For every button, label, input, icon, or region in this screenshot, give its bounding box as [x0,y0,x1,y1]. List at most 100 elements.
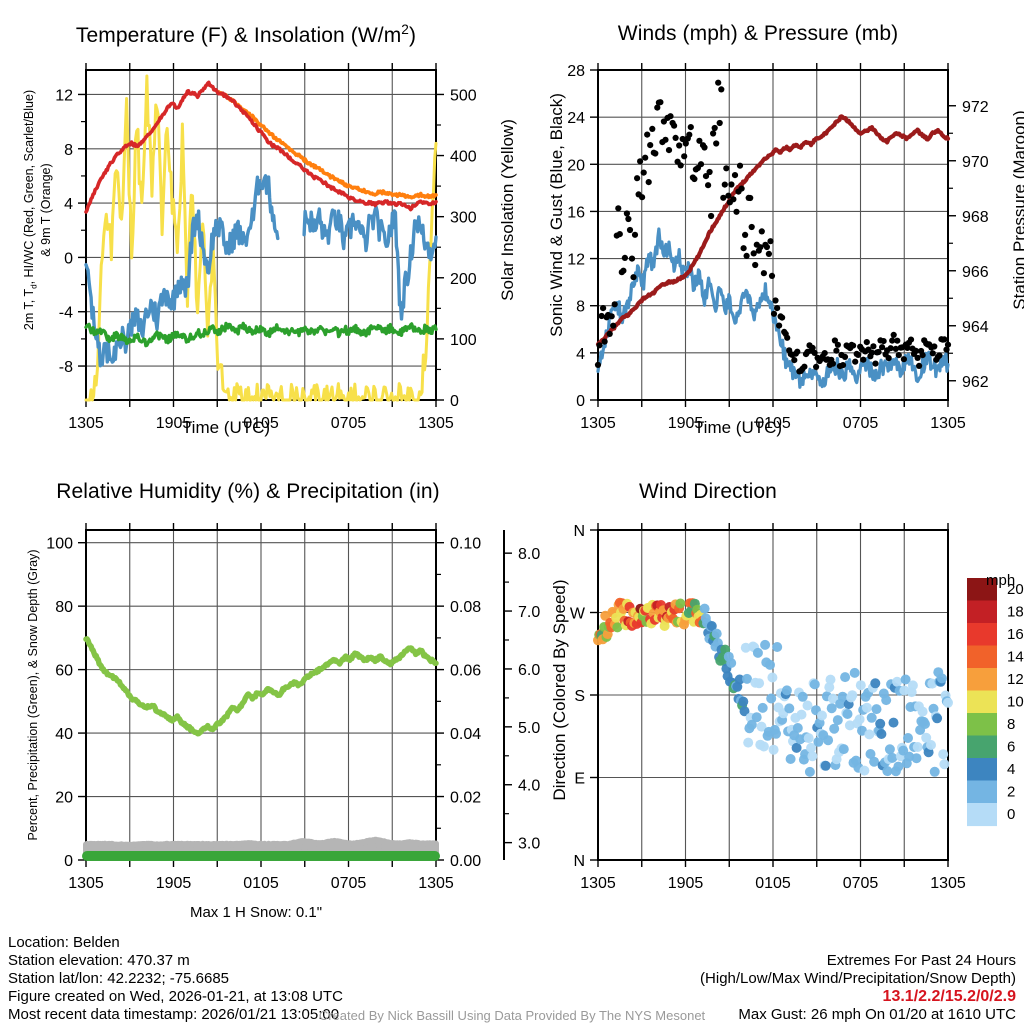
svg-text:1305: 1305 [68,415,104,432]
svg-text:W: W [570,606,586,623]
svg-text:20: 20 [55,790,73,807]
max-snow-note: Max 1 H Snow: 0.1" [189,904,323,921]
svg-text:40: 40 [55,726,73,743]
y-axis-label-wind-left: Sonic Wind & Gust (Blue, Black) [547,93,566,337]
svg-text:1305: 1305 [580,875,616,892]
svg-text:20: 20 [567,157,585,174]
svg-text:200: 200 [450,271,477,288]
svg-text:8.0: 8.0 [518,546,540,563]
svg-text:-8: -8 [59,359,73,376]
svg-text:10: 10 [1007,694,1024,711]
svg-text:12: 12 [567,252,585,269]
svg-text:6.0: 6.0 [518,662,540,679]
svg-text:100: 100 [450,332,477,349]
svg-text:0705: 0705 [331,415,367,432]
extremes-subheading: (High/Low/Max Wind/Precipitation/Snow De… [700,970,1016,987]
svg-text:E: E [574,771,585,788]
svg-text:8: 8 [576,299,585,316]
svg-text:0: 0 [64,853,73,870]
panel-title-temperature: Temperature (F) & Insolation (W/m2) [75,22,417,47]
svg-text:6: 6 [1007,739,1015,756]
extremes-values: 13.1/2.2/15.2/0/2.9 [882,988,1016,1005]
svg-text:0: 0 [450,393,459,410]
svg-text:972: 972 [962,99,989,116]
svg-text:400: 400 [450,149,477,166]
chart-winds-pressure: 1305 1905 0105 0705 1305 0 4 8 12 16 20 24 28 962 964 9… [567,63,989,432]
svg-text:1905: 1905 [156,415,192,432]
svg-text:966: 966 [962,264,989,281]
svg-text:1905: 1905 [156,875,192,892]
svg-text:20+: 20+ [1007,581,1024,598]
extremes-heading: Extremes For Past 24 Hours [826,952,1016,969]
svg-text:964: 964 [962,319,989,336]
footer-elevation: Station elevation: 470.37 m [8,952,190,969]
y-axis-label-direction: Direction (Colored By Speed) [550,579,569,801]
svg-text:1305: 1305 [930,875,966,892]
svg-text:28: 28 [567,63,585,80]
svg-text:0705: 0705 [843,415,879,432]
svg-text:0: 0 [1007,806,1015,823]
svg-text:0.08: 0.08 [450,599,481,616]
svg-text:1305: 1305 [580,415,616,432]
svg-text:1305: 1305 [68,875,104,892]
svg-text:4.0: 4.0 [518,778,540,795]
chart-temperature-insolation: 1305 1905 0105 0705 1305 -8 -4 0 4 8 12 0 100 200 300 4… [55,63,477,432]
svg-text:4: 4 [576,346,585,363]
panel-humidity-precipitation: Relative Humidity (%) & Precipitation (i… [0,460,540,921]
panel-wind-direction: Wind Direction Direction (Colored By Spe… [512,460,1024,920]
panel-winds-pressure: Winds (mph) & Pressure (mb) Sonic Wind &… [512,0,1024,460]
svg-text:0105: 0105 [243,415,279,432]
svg-text:500: 500 [450,87,477,104]
svg-text:S: S [574,688,585,705]
svg-text:1305: 1305 [418,875,454,892]
svg-text:0705: 0705 [331,875,367,892]
svg-text:12: 12 [1007,671,1024,688]
chart-humidity-precipitation: 1305 1905 0105 0705 1305 0 20 40 60 80 100 0.00 0.02… [46,523,540,892]
svg-text:300: 300 [450,210,477,227]
svg-text:60: 60 [55,663,73,680]
credit-line: Created By Nick Bassill Using Data Provi… [318,1008,706,1023]
svg-text:8: 8 [64,142,73,159]
footer-latlon: Station lat/lon: 42.2232; -75.6685 [8,970,230,987]
svg-text:24: 24 [567,110,585,127]
panel-title-wind-direction: Wind Direction [639,480,777,503]
legend-title-mph: mph [986,572,1016,589]
panel-title-humidity: Relative Humidity (%) & Precipitation (i… [56,480,440,503]
svg-text:12: 12 [55,87,73,104]
svg-text:N: N [573,853,585,870]
svg-text:8: 8 [1007,716,1015,733]
svg-text:0105: 0105 [755,875,791,892]
svg-text:4: 4 [1007,761,1015,778]
y-axis-label-pressure-right: Station Pressure (Maroon) [1010,110,1024,310]
svg-text:16: 16 [1007,626,1024,643]
svg-text:80: 80 [55,599,73,616]
svg-text:4: 4 [64,196,73,213]
svg-text:0.06: 0.06 [450,663,481,680]
svg-text:0.00: 0.00 [450,853,481,870]
svg-text:16: 16 [567,204,585,221]
svg-text:0.10: 0.10 [450,536,481,553]
svg-text:-4: -4 [59,305,73,322]
svg-text:0: 0 [576,393,585,410]
svg-text:5.0: 5.0 [518,720,540,737]
svg-text:7.0: 7.0 [518,604,540,621]
svg-text:18: 18 [1007,604,1024,621]
footer-figure-created: Figure created on Wed, 2026-01-21, at 13… [8,988,343,1005]
svg-text:1905: 1905 [668,415,704,432]
y-axis-label-temperature-left: 2m T, Td, HI/WC (Red, Green, Scarlet/Blu… [22,89,53,331]
svg-text:0.02: 0.02 [450,790,481,807]
footer-location: Location: Belden [8,934,120,951]
y-axis-label-humidity-left: Percent, Precipitation (Green), & Snow D… [26,549,40,841]
panel-temperature-insolation: Temperature (F) & Insolation (W/m2) 2m T… [0,0,517,460]
footer-recent-timestamp: Most recent data timestamp: 2026/01/21 1… [8,1006,340,1023]
x-axis-label-winds: Time (UTC) [693,418,783,437]
x-axis-label-temperature: Time (UTC) [181,418,271,437]
svg-text:14: 14 [1007,649,1024,666]
svg-text:962: 962 [962,374,989,391]
svg-text:970: 970 [962,154,989,171]
svg-text:1905: 1905 [668,875,704,892]
svg-text:0.04: 0.04 [450,726,481,743]
svg-text:0: 0 [64,250,73,267]
max-gust-line: Max Gust: 26 mph On 01/20 at 1610 UTC [738,1006,1016,1023]
svg-text:2: 2 [1007,784,1015,801]
